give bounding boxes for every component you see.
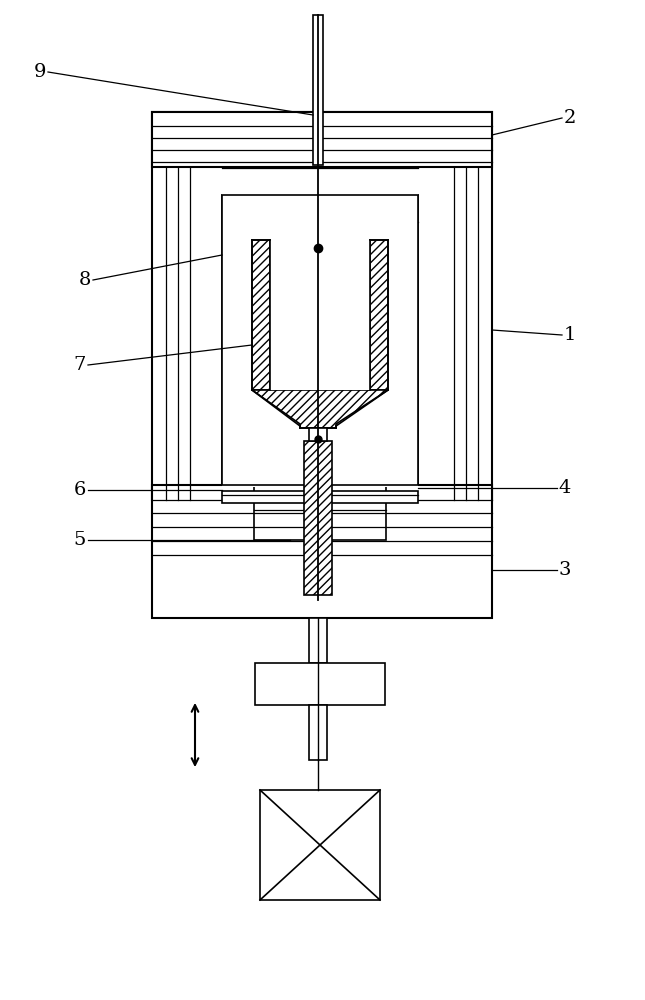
Text: 8: 8 [79,271,91,289]
Bar [222,193,418,487]
Bar [152,485,492,618]
Text: 7: 7 [74,356,86,374]
Bar [255,663,385,705]
Bar [252,240,270,390]
Bar [260,790,380,900]
Bar [304,441,332,595]
Bar [222,491,418,503]
Bar [152,112,492,500]
Bar [222,195,418,485]
Polygon shape [252,390,388,428]
Bar [370,240,388,390]
Text: 6: 6 [74,481,86,499]
Text: 5: 5 [74,531,86,549]
Polygon shape [270,240,370,390]
Text: 3: 3 [559,561,571,579]
Bar [309,618,327,663]
Bar [309,705,327,760]
Text: 9: 9 [34,63,46,81]
Bar [222,195,418,485]
Bar [313,15,323,165]
Text: 4: 4 [559,479,571,497]
Bar [152,112,492,167]
Bar [309,428,327,441]
Text: 2: 2 [564,109,576,127]
Text: 1: 1 [564,326,576,344]
Bar [254,485,386,540]
